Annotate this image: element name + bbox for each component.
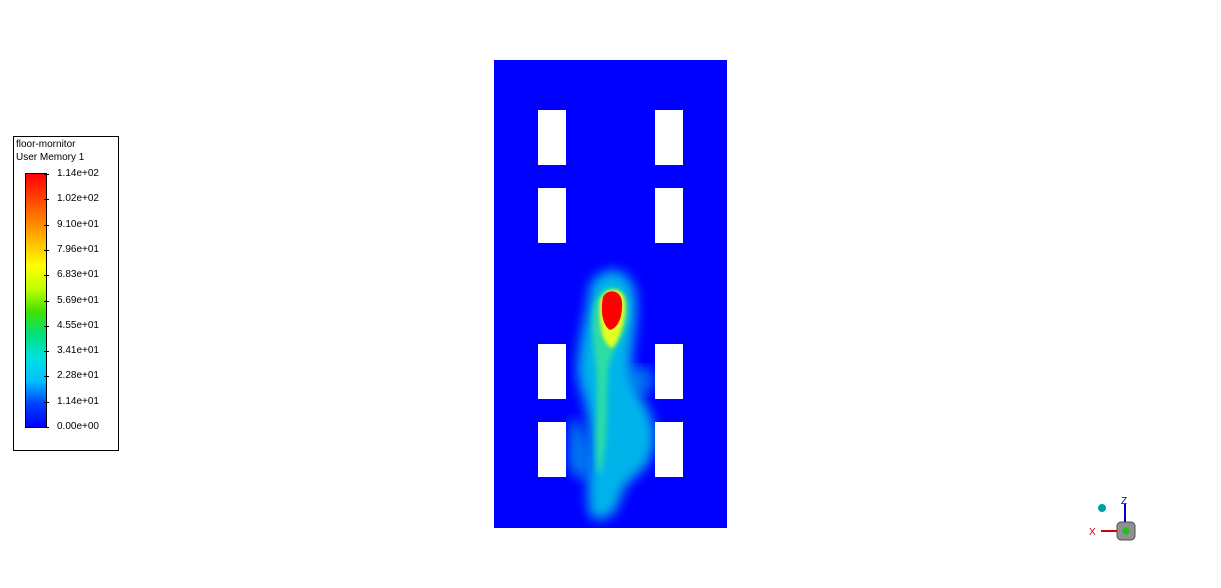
legend-tick-label: 9.10e+01 [57,219,99,230]
legend-tick-label: 1.14e+02 [57,168,99,179]
column-3 [538,188,566,243]
legend-tick-label: 6.83e+01 [57,269,99,280]
legend-tick [44,376,49,377]
legend-tick-label: 3.41e+01 [57,345,99,356]
triad-camera-sphere-icon [1098,504,1106,512]
orientation-triad[interactable]: Z X [1085,490,1145,550]
colorbar [25,173,47,428]
legend-tick-label: 1.14e+01 [57,396,99,407]
legend-tick [44,427,49,428]
legend-tick [44,199,49,200]
legend-tick [44,250,49,251]
legend-tick-label: 7.96e+01 [57,244,99,255]
legend-tick [44,351,49,352]
legend-tick-label: 1.02e+02 [57,193,99,204]
legend-tick [44,174,49,175]
legend-tick [44,225,49,226]
legend-tick-label: 2.28e+01 [57,370,99,381]
plume-low-right [628,366,655,395]
legend-tick [44,275,49,276]
plume-peak [601,291,623,330]
column-8 [655,422,683,477]
column-1 [538,110,566,165]
contour-plume [568,270,655,520]
triad-origin-icon [1122,527,1130,535]
plume-low-left [568,419,589,479]
triad-x-label: X [1089,527,1096,538]
color-legend: floor-mornitor User Memory 1 1.14e+02 1.0… [13,136,119,451]
column-6 [655,344,683,399]
triad-z-label: Z [1121,496,1127,507]
legend-tick-label: 4.55e+01 [57,320,99,331]
column-5 [538,344,566,399]
legend-tick-label: 5.69e+01 [57,295,99,306]
legend-subtitle: User Memory 1 [16,152,85,163]
legend-tick [44,326,49,327]
legend-tick-label: 0.00e+00 [57,421,99,432]
column-4 [655,188,683,243]
legend-tick [44,301,49,302]
legend-tick [44,402,49,403]
column-2 [655,110,683,165]
column-7 [538,422,566,477]
legend-title: floor-mornitor [16,139,76,150]
